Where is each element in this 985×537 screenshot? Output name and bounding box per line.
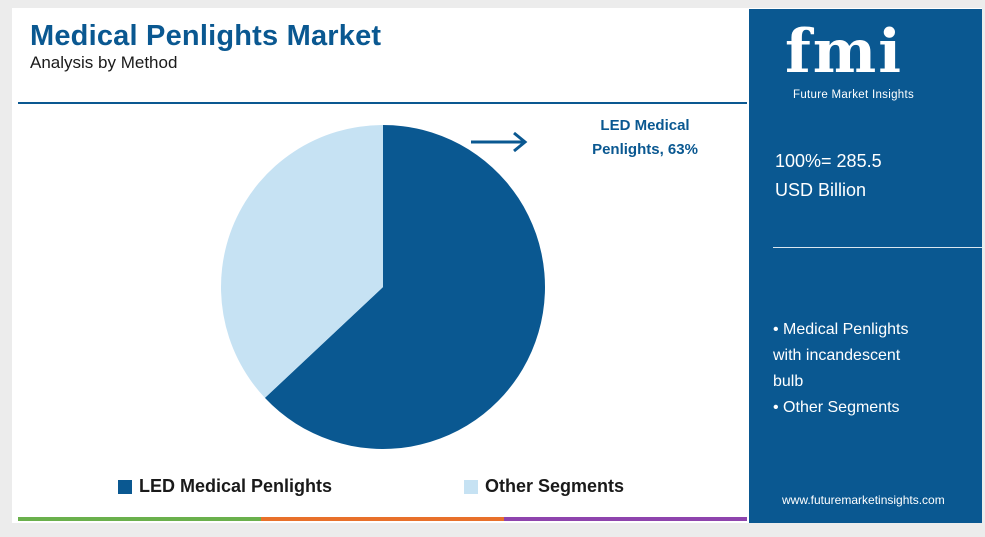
pie-chart — [220, 124, 545, 449]
arrow-right-icon — [471, 131, 528, 153]
accent-bar-purple — [504, 517, 747, 521]
pie-slice-led-medical-penlights — [264, 125, 545, 449]
callout-line-1: LED Medical — [600, 117, 690, 134]
pie-slice-other-segments — [220, 124, 383, 398]
segment-list-line: • Other Segments — [773, 399, 900, 416]
legend-label-led: LED Medical Penlights — [139, 476, 333, 496]
sidebar-divider — [773, 247, 982, 248]
page-title: Medical Penlights Market — [30, 20, 382, 52]
segment-list-line: with incandescent — [773, 347, 901, 364]
legend-swatch-led — [118, 479, 132, 494]
title-divider — [18, 102, 747, 104]
accent-bar-green — [18, 517, 261, 521]
legend-swatch-other — [464, 479, 478, 494]
infographic-card: Medical Penlights Market Analysis by Met… — [12, 8, 982, 523]
accent-bar-orange — [261, 517, 504, 521]
website-url: www.futuremarketinsights.com — [782, 493, 945, 507]
legend-label-other: Other Segments — [485, 476, 625, 496]
slice-callout: LED Medical Penlights, 63% — [570, 114, 720, 162]
legend-item-other: Other Segments — [464, 476, 624, 497]
market-total: 100%= 285.5 USD Billion — [775, 147, 882, 205]
segment-list-line: • Medical Penlights — [773, 321, 909, 338]
brand-logo-subtitle: Future Market Insights — [793, 89, 915, 101]
market-total-unit: USD Billion — [775, 180, 867, 200]
market-total-value: 100%= 285.5 — [775, 151, 882, 171]
page-subtitle: Analysis by Method — [30, 53, 178, 72]
callout-line-2: Penlights, 63% — [592, 141, 698, 158]
sidebar-panel: fmi Future Market Insights 100%= 285.5 U… — [749, 9, 982, 523]
segment-list-line: bulb — [773, 373, 804, 390]
legend-item-led: LED Medical Penlights — [118, 476, 332, 497]
segment-list: • Medical Penlights with incandescent bu… — [773, 317, 973, 421]
pie-slices — [220, 124, 545, 449]
brand-logo: fmi — [785, 17, 904, 87]
